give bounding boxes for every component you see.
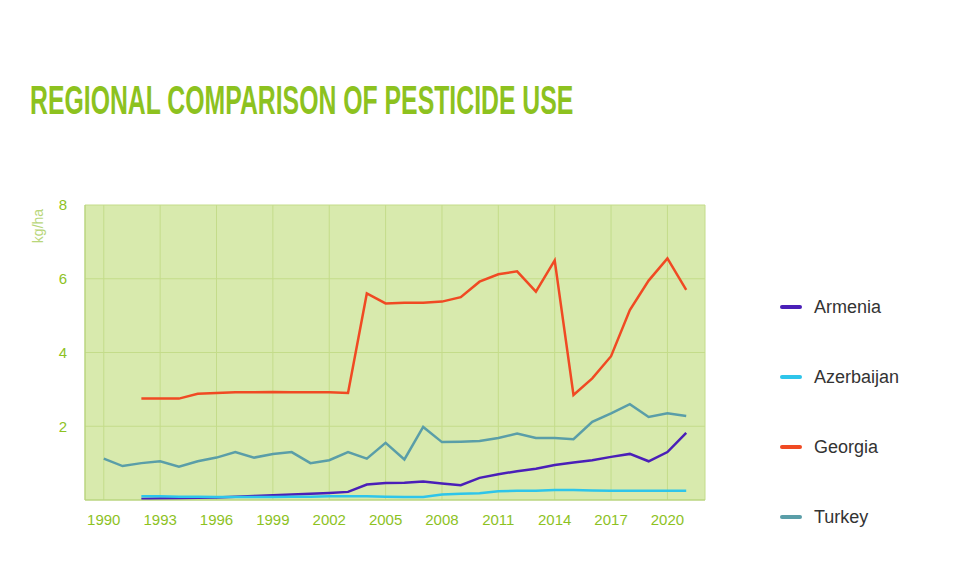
svg-text:1996: 1996: [200, 511, 233, 528]
html-text:Georgia: Georgia: [814, 436, 878, 457]
svg-text:2017: 2017: [594, 511, 627, 528]
svg-text:2005: 2005: [369, 511, 402, 528]
svg-text:6: 6: [59, 270, 67, 287]
svg-text:2002: 2002: [313, 511, 346, 528]
html-text:Azerbaijan: Azerbaijan: [814, 366, 900, 387]
html-text:kg/ha: kg/ha: [30, 208, 46, 244]
svg-text:1999: 1999: [256, 511, 289, 528]
svg-text:2014: 2014: [538, 511, 571, 528]
svg-text:1990: 1990: [87, 511, 120, 528]
svg-text:8: 8: [59, 196, 67, 213]
html-text:REGIONAL COMPARISON OF PESTICI: REGIONAL COMPARISON OF PESTICIDE USE: [30, 78, 574, 122]
svg-text:2: 2: [59, 418, 67, 435]
svg-text:4: 4: [59, 344, 67, 361]
html-text:Turkey: Turkey: [814, 506, 869, 527]
svg-text:2020: 2020: [651, 511, 684, 528]
svg-text:2008: 2008: [425, 511, 458, 528]
html-text:Armenia: Armenia: [814, 296, 881, 317]
svg-text:2011: 2011: [482, 511, 514, 528]
svg-text:1993: 1993: [143, 511, 176, 528]
